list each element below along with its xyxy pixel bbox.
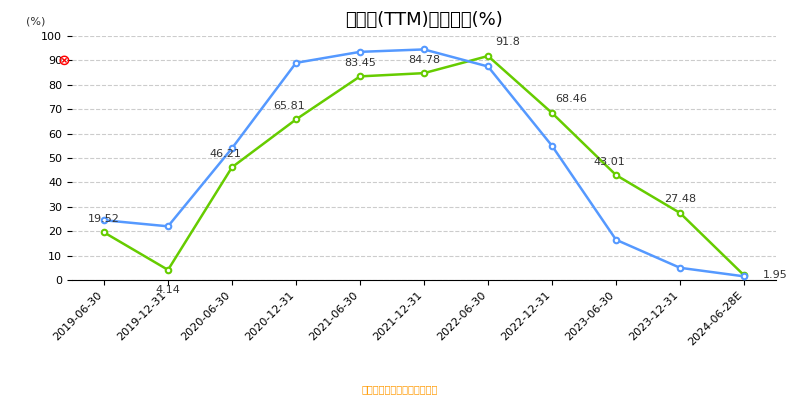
Text: 91.8: 91.8 (494, 38, 520, 48)
公司 (739, 273, 749, 278)
Text: 4.14: 4.14 (155, 284, 181, 294)
行业均值 (419, 47, 429, 52)
Line: 行业均值: 行业均值 (102, 47, 746, 279)
行业均值 (355, 50, 365, 54)
行业均值 (227, 146, 237, 151)
公司 (675, 210, 685, 215)
公司 (163, 268, 173, 272)
行业均值 (739, 274, 749, 279)
Text: 68.46: 68.46 (555, 94, 587, 104)
公司 (291, 117, 301, 122)
Text: 84.78: 84.78 (408, 54, 440, 64)
公司 (99, 230, 109, 235)
行业均值 (675, 266, 685, 270)
Text: 制图数据来自恒生聚源数据库: 制图数据来自恒生聚源数据库 (362, 384, 438, 394)
Text: (%): (%) (26, 16, 46, 26)
Text: 65.81: 65.81 (274, 101, 306, 111)
Text: 46.21: 46.21 (210, 149, 242, 159)
Text: 19.52: 19.52 (88, 214, 120, 224)
行业均值 (163, 224, 173, 229)
公司 (483, 54, 493, 58)
行业均值 (547, 144, 557, 148)
Text: 43.01: 43.01 (594, 156, 626, 166)
Title: 市销率(TTM)历史分位(%): 市销率(TTM)历史分位(%) (345, 11, 503, 29)
Text: 83.45: 83.45 (344, 58, 376, 68)
行业均值 (291, 60, 301, 65)
公司 (547, 110, 557, 115)
行业均值 (99, 218, 109, 223)
公司 (227, 165, 237, 170)
Line: 公司: 公司 (102, 53, 746, 278)
Text: ⊗: ⊗ (58, 53, 70, 68)
公司 (419, 71, 429, 76)
Text: 1.95: 1.95 (763, 270, 788, 280)
公司 (611, 173, 621, 178)
行业均值 (611, 237, 621, 242)
Text: 27.48: 27.48 (664, 194, 696, 204)
行业均值 (483, 64, 493, 69)
公司 (355, 74, 365, 79)
